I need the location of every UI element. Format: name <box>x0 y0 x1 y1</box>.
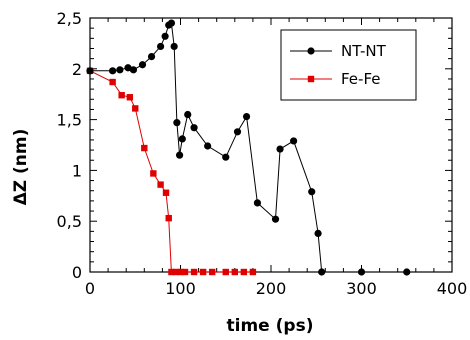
x-tick-label: 100 <box>165 279 196 298</box>
series-nt-nt <box>86 19 411 276</box>
data-point <box>318 268 326 276</box>
legend-box <box>280 29 417 101</box>
data-point <box>129 66 138 74</box>
series-fe-fe <box>86 67 257 276</box>
x-tick-label: 0 <box>85 279 95 298</box>
data-point <box>173 119 181 127</box>
legend-label: Fe-Fe <box>341 70 381 88</box>
legend-marker <box>307 75 315 83</box>
data-point <box>222 268 229 276</box>
data-point <box>314 229 322 237</box>
data-point <box>233 128 242 136</box>
data-point <box>126 94 134 101</box>
data-point <box>118 92 125 99</box>
legend-marker <box>307 47 315 55</box>
data-point <box>147 53 156 61</box>
data-point <box>231 268 238 276</box>
data-point <box>156 42 165 51</box>
data-point <box>181 268 189 276</box>
data-point <box>204 142 212 150</box>
data-point <box>242 112 251 121</box>
data-point <box>271 215 280 223</box>
x-tick-label: 400 <box>437 279 468 298</box>
y-tick-label: 2,5 <box>57 9 82 28</box>
data-point <box>177 268 184 276</box>
data-point <box>132 105 139 112</box>
data-point <box>157 181 164 188</box>
data-point <box>249 268 257 276</box>
x-tick-label: 200 <box>256 279 287 298</box>
x-axis-title: time (ps) <box>227 316 314 336</box>
y-tick-label: 2 <box>72 60 82 79</box>
legend-entry: NT-NT <box>290 42 387 60</box>
data-point <box>172 268 180 276</box>
data-point <box>190 268 198 276</box>
data-point <box>86 67 94 75</box>
data-point <box>240 268 248 276</box>
data-point <box>138 61 147 69</box>
data-point <box>276 145 284 153</box>
data-point <box>168 268 175 276</box>
data-point <box>308 188 316 196</box>
y-axis-title: ΔZ (nm) <box>11 129 31 206</box>
data-point <box>141 144 148 152</box>
y-tick-label: 1,5 <box>57 111 82 130</box>
data-point <box>184 110 192 119</box>
data-point <box>170 42 178 51</box>
data-point <box>403 268 411 276</box>
data-point <box>162 189 170 196</box>
data-point <box>199 268 207 276</box>
data-point <box>208 268 216 276</box>
data-point <box>290 137 298 145</box>
data-point <box>253 199 262 207</box>
data-point <box>161 32 169 40</box>
data-point <box>222 153 230 161</box>
data-point <box>175 151 184 159</box>
data-point <box>167 19 176 27</box>
data-point <box>178 135 186 143</box>
data-point <box>357 268 366 276</box>
legend-entry: Fe-Fe <box>290 70 381 88</box>
y-tick-label: 0 <box>72 263 82 282</box>
x-tick-label: 300 <box>346 279 377 298</box>
data-point <box>116 66 124 74</box>
y-tick-label: 1 <box>72 161 82 180</box>
legend-label: NT-NT <box>341 42 387 60</box>
y-tick-label: 0,5 <box>57 212 82 231</box>
data-point <box>190 124 198 132</box>
data-point <box>165 214 172 222</box>
data-point <box>109 67 117 75</box>
data-point <box>150 170 157 177</box>
data-point <box>109 78 116 86</box>
series-line <box>89 70 253 273</box>
data-point <box>124 64 132 72</box>
